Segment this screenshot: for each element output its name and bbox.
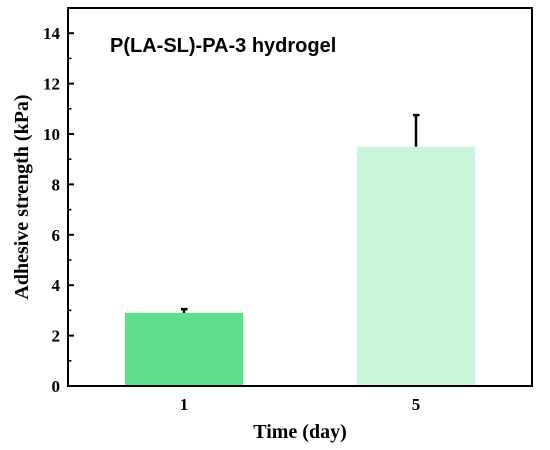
plot-frame <box>67 7 533 387</box>
chart-title: P(LA-SL)-PA-3 hydrogel <box>110 35 336 57</box>
x-axis-title: Time (day) <box>253 421 347 443</box>
y-tick-label: 0 <box>52 377 61 396</box>
y-tick-label: 8 <box>52 175 61 194</box>
error-bars <box>181 113 420 313</box>
y-tick-label: 2 <box>52 327 61 346</box>
y-axis-title: Adhesive strength (kPa) <box>11 94 33 299</box>
x-tick-label: 1 <box>180 395 189 414</box>
y-tick-label: 6 <box>52 226 61 245</box>
bars <box>125 146 475 386</box>
y-tick-label: 10 <box>43 125 60 144</box>
y-axis-ticks: 0 2 4 6 8 10 12 14 <box>43 24 74 396</box>
y-tick-label: 4 <box>52 276 61 295</box>
y-tick-label: 14 <box>43 24 61 43</box>
bar-day-1 <box>125 312 243 386</box>
bar-day-5 <box>357 146 475 386</box>
x-tick-label: 5 <box>412 395 421 414</box>
y-tick-label: 12 <box>43 75 60 94</box>
